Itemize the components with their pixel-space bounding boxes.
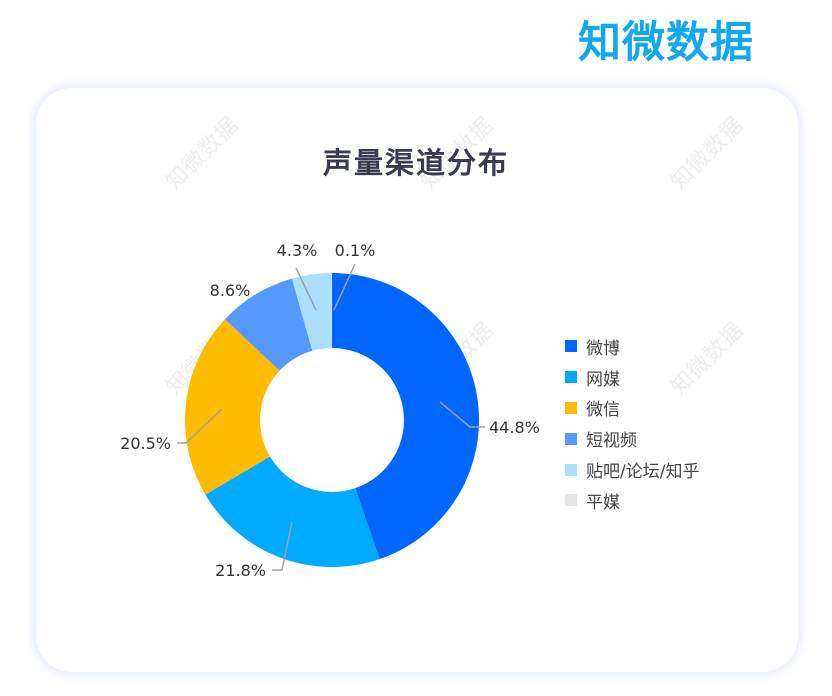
donut-slice-3[interactable] [224,278,313,371]
donut-slice-4[interactable] [291,273,332,351]
donut-slice-0[interactable] [332,273,479,560]
donut-slice-2[interactable] [185,319,280,495]
slice-value-label: 4.3% [277,241,318,260]
legend-label: 短视频 [586,431,637,452]
legend-label: 贴吧/论坛/知乎 [586,462,700,483]
brand-logo: 知微数据 [578,18,754,68]
legend-label: 微博 [586,338,620,359]
legend-item[interactable]: 平媒 [565,485,699,516]
slice-value-label: 20.5% [120,434,171,453]
leader-line [272,521,293,571]
legend-item[interactable]: 微博 [565,331,699,362]
legend-item[interactable]: 贴吧/论坛/知乎 [565,454,699,485]
leader-line [333,263,356,311]
slice-value-label: 0.1% [335,241,376,260]
legend-swatch-icon [565,432,577,445]
legend-label: 微信 [586,400,620,421]
slice-value-label: 21.8% [215,561,266,580]
chart-title: 声量渠道分布 [322,146,509,180]
leader-line [295,267,317,311]
legend-item[interactable]: 微信 [565,393,699,424]
slice-value-label: 44.8% [489,418,540,437]
leader-line [439,401,485,428]
legend-swatch-icon [565,401,577,414]
donut-slice-5[interactable] [331,273,332,349]
legend-item[interactable]: 短视频 [565,423,699,454]
leader-line [177,408,223,444]
legend-swatch-icon [565,463,577,476]
legend-swatch-icon [565,340,577,353]
legend-swatch-icon [565,371,577,384]
legend-item[interactable]: 网媒 [565,362,699,393]
legend-label: 平媒 [586,492,620,513]
chart-legend: 微博网媒微信短视频贴吧/论坛/知乎 平媒 [565,331,699,516]
slice-value-label: 8.6% [210,281,251,300]
donut-slice-1[interactable] [205,456,380,567]
legend-label: 网媒 [586,369,620,390]
legend-swatch-icon [565,494,577,507]
